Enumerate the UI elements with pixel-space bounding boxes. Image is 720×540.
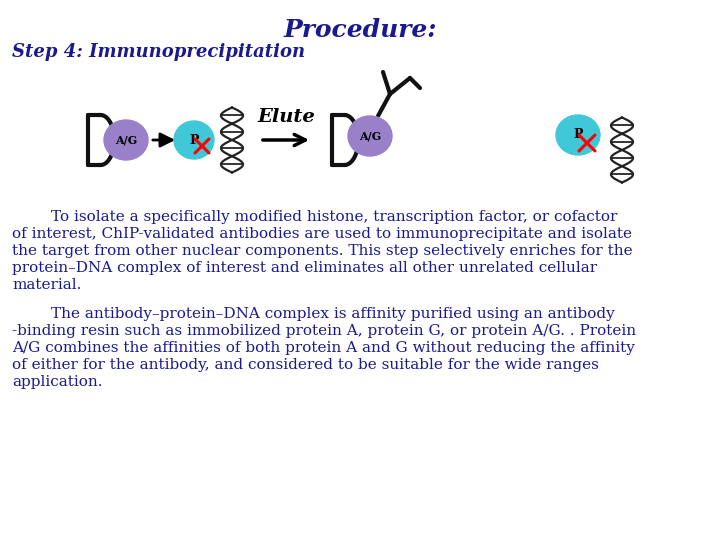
- Text: material.: material.: [12, 278, 81, 292]
- Text: Procedure:: Procedure:: [283, 18, 437, 42]
- Ellipse shape: [556, 115, 600, 155]
- Text: of either for the antibody, and considered to be suitable for the wide ranges: of either for the antibody, and consider…: [12, 358, 599, 372]
- Text: P: P: [189, 133, 199, 146]
- Text: application.: application.: [12, 375, 102, 389]
- Text: protein–DNA complex of interest and eliminates all other unrelated cellular: protein–DNA complex of interest and elim…: [12, 261, 597, 275]
- Text: Step 4: Immunoprecipitation: Step 4: Immunoprecipitation: [12, 43, 305, 61]
- Text: The antibody–protein–DNA complex is affinity purified using an antibody: The antibody–protein–DNA complex is affi…: [12, 307, 615, 321]
- Ellipse shape: [348, 116, 392, 156]
- Text: of interest, ChIP-validated antibodies are used to immunoprecipitate and isolate: of interest, ChIP-validated antibodies a…: [12, 227, 632, 241]
- Text: A/G: A/G: [115, 134, 137, 145]
- Text: the target from other nuclear components. This step selectively enriches for the: the target from other nuclear components…: [12, 244, 633, 258]
- Text: A/G combines the affinities of both protein A and G without reducing the affinit: A/G combines the affinities of both prot…: [12, 341, 635, 355]
- Text: -binding resin such as immobilized protein A, protein G, or protein A/G. . Prote: -binding resin such as immobilized prote…: [12, 324, 636, 338]
- Ellipse shape: [174, 121, 214, 159]
- Text: P: P: [573, 129, 582, 141]
- Ellipse shape: [104, 120, 148, 160]
- Text: To isolate a specifically modified histone, transcription factor, or cofactor: To isolate a specifically modified histo…: [12, 210, 617, 224]
- Text: Elute: Elute: [257, 108, 315, 126]
- Text: A/G: A/G: [359, 131, 381, 141]
